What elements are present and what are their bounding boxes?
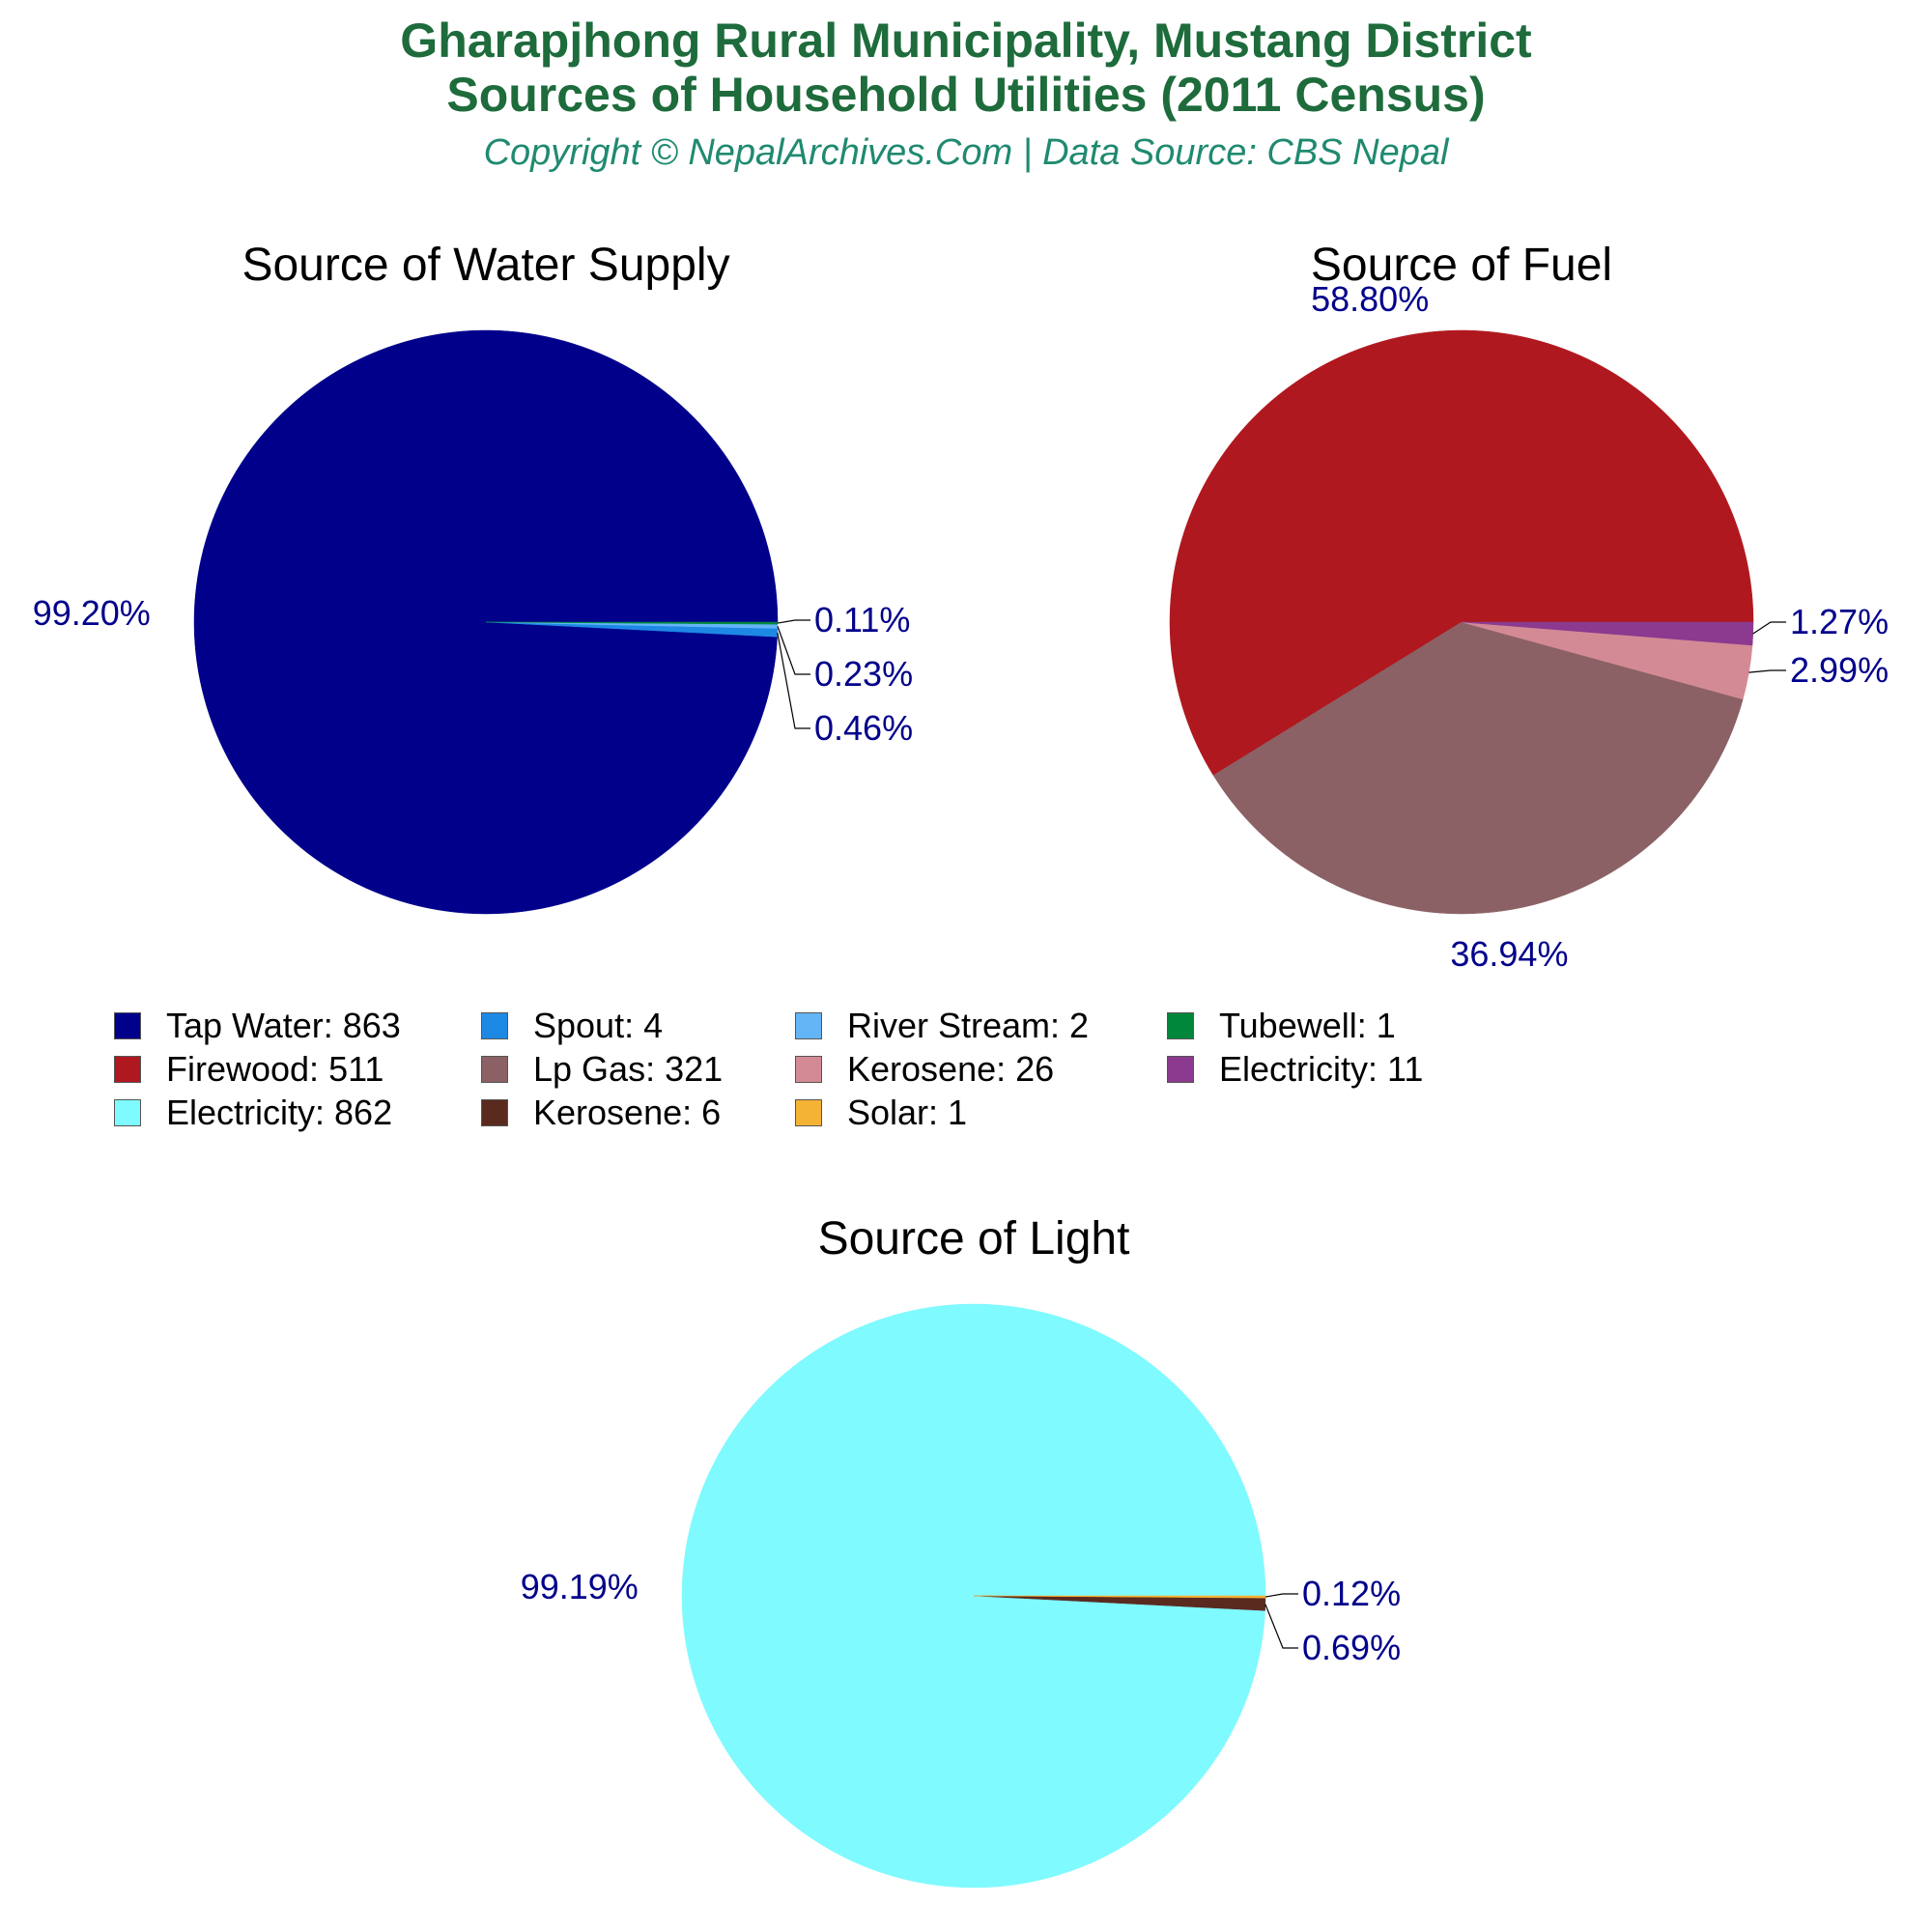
- legend-label: Electricity: 862: [166, 1093, 393, 1132]
- legend-item: Tubewell: 1: [1167, 1005, 1396, 1047]
- slice-percent-label: 2.99%: [1790, 650, 1889, 690]
- legend-swatch: [795, 1012, 822, 1039]
- legend-swatch: [114, 1012, 141, 1039]
- slice-percent-label: 0.23%: [814, 654, 913, 694]
- leader-line: [1264, 1604, 1298, 1649]
- legend-item: Electricity: 11: [1167, 1048, 1423, 1091]
- pie-slice: [1212, 621, 1744, 915]
- pie-title: Source of Water Supply: [242, 240, 729, 291]
- slice-percent-label: 0.46%: [814, 708, 913, 748]
- legend-label: Solar: 1: [847, 1093, 968, 1132]
- leader-line: [1752, 621, 1786, 635]
- legend-label: Tubewell: 1: [1219, 1006, 1396, 1045]
- legend-label: Kerosene: 26: [847, 1049, 1055, 1089]
- pie-title: Source of Fuel: [1311, 240, 1612, 291]
- legend-swatch: [481, 1099, 508, 1126]
- slice-percent-label: 58.80%: [1311, 279, 1429, 319]
- slice-percent-label: 0.12%: [1302, 1574, 1401, 1613]
- slice-percent-label: 0.69%: [1302, 1628, 1401, 1667]
- legend-item: Kerosene: 26: [795, 1048, 1054, 1091]
- leader-line: [777, 626, 810, 675]
- legend-item: Kerosene: 6: [481, 1092, 721, 1134]
- legend-item: Electricity: 862: [114, 1092, 392, 1134]
- leader-line: [777, 619, 810, 624]
- legend-swatch: [1167, 1056, 1194, 1083]
- legend-swatch: [795, 1056, 822, 1083]
- pie-slice: [1169, 329, 1754, 776]
- legend-label: Kerosene: 6: [533, 1093, 722, 1132]
- pie-title: Source of Light: [818, 1213, 1130, 1264]
- legend-label: Firewood: 511: [166, 1049, 384, 1089]
- legend-item: Solar: 1: [795, 1092, 967, 1134]
- legend-swatch: [114, 1056, 141, 1083]
- legend-item: Spout: 4: [481, 1005, 663, 1047]
- legend-item: River Stream: 2: [795, 1005, 1089, 1047]
- legend-swatch: [114, 1099, 141, 1126]
- legend-swatch: [481, 1056, 508, 1083]
- legend-item: Tap Water: 863: [114, 1005, 401, 1047]
- slice-percent-label: 99.20%: [33, 593, 151, 633]
- pie-slice: [973, 1595, 1266, 1599]
- pie-slice: [485, 621, 779, 625]
- chart-title-line1: Gharapjhong Rural Municipality, Mustang …: [400, 14, 1532, 68]
- legend-label: Tap Water: 863: [166, 1006, 401, 1045]
- leader-line: [1748, 669, 1786, 673]
- legend-item: Firewood: 511: [114, 1048, 384, 1091]
- slice-percent-label: 0.11%: [814, 600, 910, 639]
- legend-swatch: [1167, 1012, 1194, 1039]
- chart-subtitle: Copyright © NepalArchives.Com | Data Sou…: [483, 132, 1449, 173]
- legend-swatch: [795, 1099, 822, 1126]
- leader-line: [777, 632, 810, 729]
- slice-percent-label: 99.19%: [521, 1567, 639, 1606]
- pie-chart-3: Source of Light 99.19% 0.12% 0.69%: [521, 1213, 1401, 1889]
- slice-percent-label: 1.27%: [1790, 602, 1889, 641]
- legend-label: Lp Gas: 321: [533, 1049, 724, 1089]
- pie-chart-1: Source of Water Supply 99.20% 0.11% 0.23% 0.…: [33, 240, 913, 915]
- leader-line: [1264, 1593, 1298, 1598]
- legend-swatch: [481, 1012, 508, 1039]
- slice-percent-label: 36.94%: [1450, 934, 1568, 974]
- legend-label: Electricity: 11: [1219, 1049, 1424, 1089]
- chart-title-line2: Sources of Household Utilities (2011 Cen…: [446, 68, 1486, 122]
- legend-label: River Stream: 2: [847, 1006, 1090, 1045]
- legend-item: Lp Gas: 321: [481, 1048, 723, 1091]
- legend-label: Spout: 4: [533, 1006, 664, 1045]
